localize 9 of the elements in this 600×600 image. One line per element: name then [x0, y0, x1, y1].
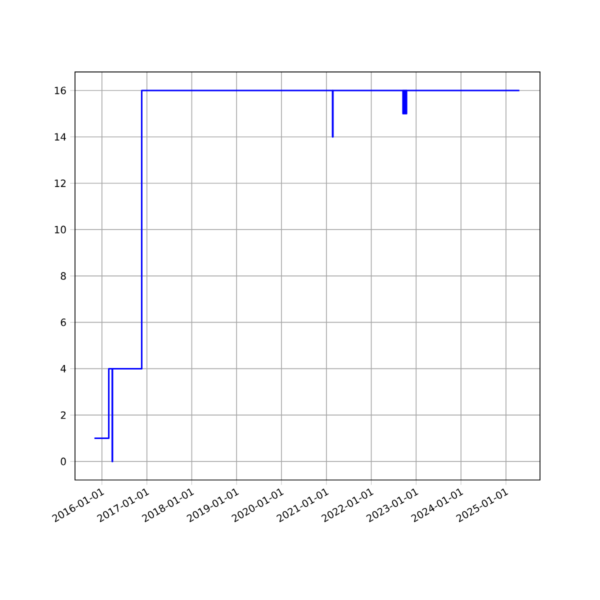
- y-tick-label: 0: [60, 458, 66, 466]
- y-tick-label: 8: [60, 272, 66, 280]
- y-tick-label: 6: [60, 318, 66, 326]
- y-tick-label: 14: [54, 133, 66, 141]
- y-tick-label: 2: [60, 411, 66, 419]
- y-tick-label: 4: [60, 365, 66, 372]
- y-tick-label: 12: [54, 180, 66, 187]
- y-tick-label: 16: [54, 86, 66, 94]
- y-tick-label: 10: [54, 226, 66, 234]
